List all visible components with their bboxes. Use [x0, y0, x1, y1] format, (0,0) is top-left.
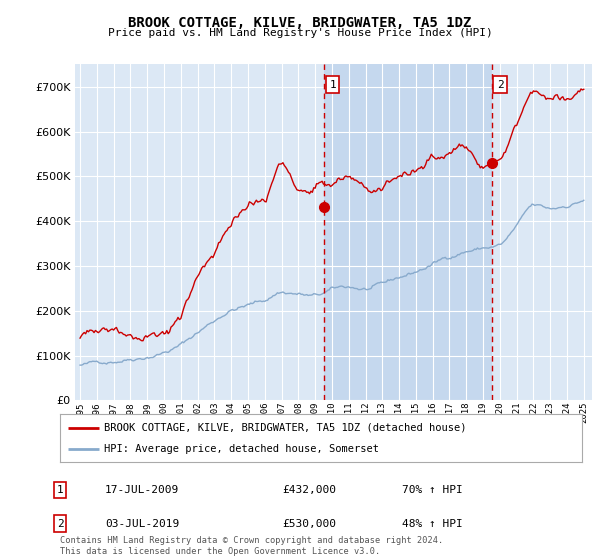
- Text: 03-JUL-2019: 03-JUL-2019: [105, 519, 179, 529]
- Text: HPI: Average price, detached house, Somerset: HPI: Average price, detached house, Some…: [104, 444, 379, 454]
- Text: BROOK COTTAGE, KILVE, BRIDGWATER, TA5 1DZ: BROOK COTTAGE, KILVE, BRIDGWATER, TA5 1D…: [128, 16, 472, 30]
- Text: £432,000: £432,000: [282, 485, 336, 495]
- Text: 17-JUL-2009: 17-JUL-2009: [105, 485, 179, 495]
- Text: Contains HM Land Registry data © Crown copyright and database right 2024.
This d: Contains HM Land Registry data © Crown c…: [60, 536, 443, 556]
- Text: 1: 1: [329, 80, 336, 90]
- Bar: [324, 64, 491, 400]
- Text: 2: 2: [56, 519, 64, 529]
- Text: BROOK COTTAGE, KILVE, BRIDGWATER, TA5 1DZ (detached house): BROOK COTTAGE, KILVE, BRIDGWATER, TA5 1D…: [104, 423, 467, 433]
- Text: 2: 2: [497, 80, 503, 90]
- Text: 48% ↑ HPI: 48% ↑ HPI: [402, 519, 463, 529]
- Text: 1: 1: [56, 485, 64, 495]
- Text: £530,000: £530,000: [282, 519, 336, 529]
- Text: Price paid vs. HM Land Registry's House Price Index (HPI): Price paid vs. HM Land Registry's House …: [107, 28, 493, 38]
- Text: 70% ↑ HPI: 70% ↑ HPI: [402, 485, 463, 495]
